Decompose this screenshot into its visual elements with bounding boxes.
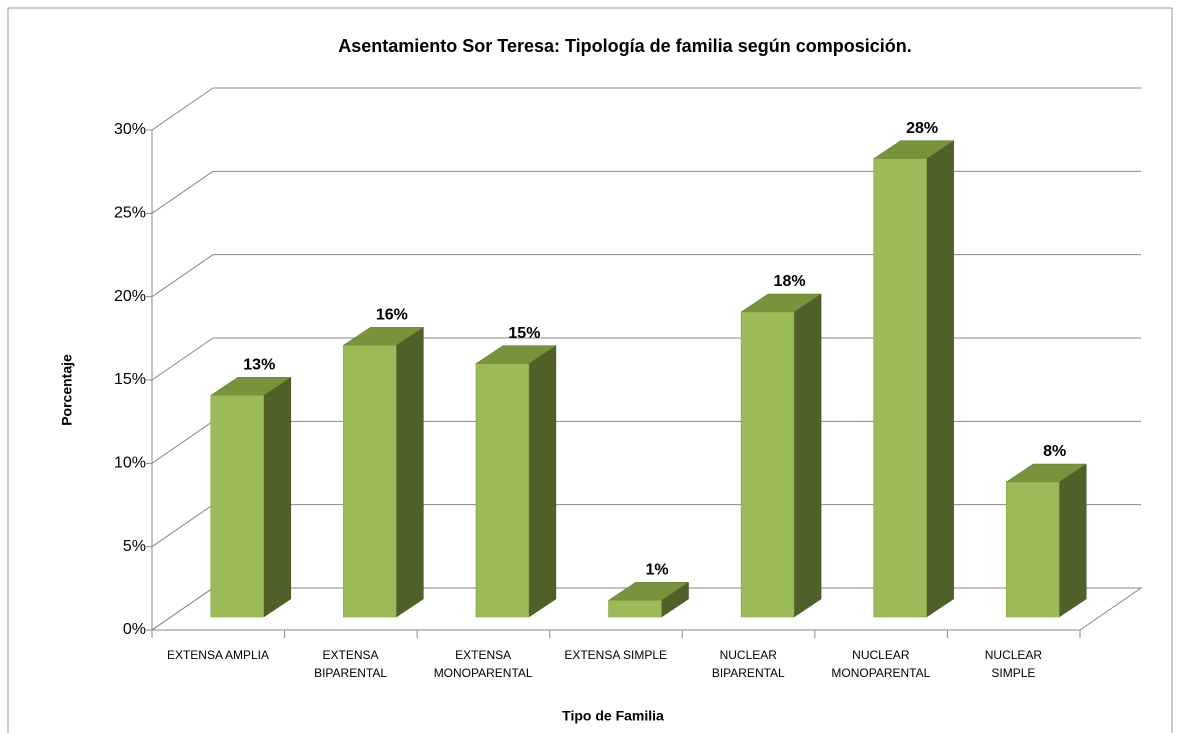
grid-line-side [151,504,214,548]
bar-side [528,345,557,618]
bar [1005,481,1060,618]
x-tick-label: NUCLEAR SIMPLE [984,648,1043,680]
grid-line-side [151,254,214,298]
bar-side [1058,463,1087,618]
bar [210,395,265,618]
x-tick-label: EXTENSA BIPARENTAL [314,648,388,680]
y-tick-label: 20% [114,288,146,305]
grid-line-side [151,420,214,464]
bar [740,311,795,618]
chart-title: Asentamiento Sor Teresa: Tipología de fa… [338,36,911,56]
y-tick-label: 25% [114,205,146,222]
bar-side [793,293,822,618]
bar [873,158,927,618]
bar [608,600,662,618]
data-label: 15% [508,325,540,342]
chart-border [7,7,1173,733]
data-label: 13% [243,357,275,374]
bar-side [926,140,954,618]
grid-line-side [151,170,214,214]
data-label: 28% [906,120,938,137]
x-tick-label: EXTENSA AMPLIA [166,648,270,662]
x-tick-label: NUCLEAR BIPARENTAL [711,648,785,680]
bar-side [396,326,424,618]
bar [343,345,397,618]
grid-line-side [151,587,214,631]
data-label: 1% [645,562,668,579]
data-label: 18% [774,273,806,290]
grid-line-side [151,87,214,131]
y-tick-label: 0% [123,621,146,638]
x-tick-label: EXTENSA MONOPARENTAL [433,648,533,680]
bar [475,363,530,618]
grid-line-side [151,337,214,381]
y-tick-label: 30% [114,121,146,138]
y-tick-label: 5% [123,538,146,555]
x-tick-label: EXTENSA SIMPLE [564,648,668,662]
data-label: 16% [376,307,408,324]
y-tick-label: 15% [114,371,146,388]
y-axis-label: Porcentaje [59,354,75,426]
data-label: 8% [1043,443,1066,460]
x-axis-label: Tipo de Familia [562,708,664,724]
bar-side [263,376,292,618]
y-tick-label: 10% [114,455,146,472]
x-tick-label: NUCLEAR MONOPARENTAL [831,648,931,680]
